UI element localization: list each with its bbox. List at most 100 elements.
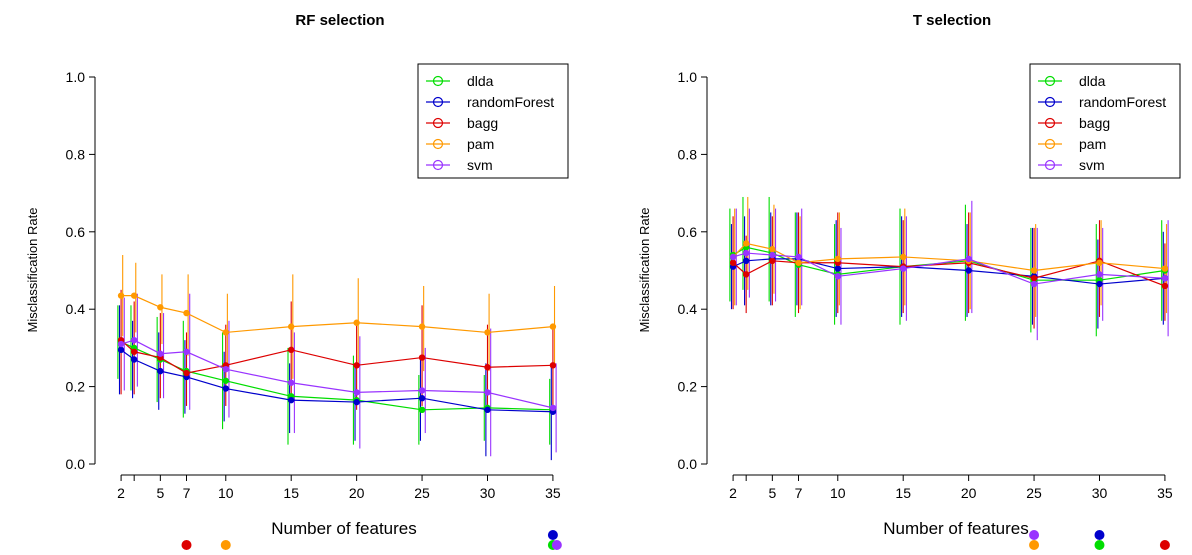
data-point [1096,259,1103,266]
data-point [769,251,776,259]
series-line [732,258,1165,285]
data-point [965,255,972,263]
data-point [418,387,426,394]
legend-label: dlda [467,73,494,89]
data-point [130,348,138,355]
y-tick-label: 0.2 [66,379,86,395]
data-point [1096,271,1103,278]
legend-swatch-marker [1044,117,1056,129]
data-point [418,323,426,330]
y-tick-label: 0.4 [66,301,86,317]
below-axis-marker [1029,540,1040,550]
x-tick-label: 2 [117,485,125,501]
data-point [288,396,295,404]
legend-label: bagg [467,115,498,131]
chart-title: T selection [913,12,991,29]
data-point [769,257,776,265]
data-point [117,346,125,354]
data-point [353,398,360,406]
legend-swatch-marker [1044,75,1056,87]
data-point [183,369,190,377]
y-axis-label: Misclassification Rate [637,208,652,333]
data-point [549,323,557,330]
legend-swatch-marker [1044,96,1056,108]
x-axis-label: Number of features [271,519,417,538]
below-axis-marker [181,540,192,550]
x-tick-label: 7 [183,485,191,501]
x-tick-label: 7 [795,485,803,501]
x-tick-label: 25 [1026,485,1042,501]
data-point [1030,275,1038,282]
data-point [729,253,737,261]
data-point [183,348,190,355]
series-line [120,339,554,409]
y-tick-label: 0.8 [66,146,86,162]
legend-swatch-marker [432,96,444,108]
x-tick-label: 20 [961,485,977,501]
x-tick-label: 15 [895,485,911,501]
data-point [117,340,125,348]
below-axis-marker [1159,540,1170,550]
data-point [834,273,841,280]
data-point [1030,267,1038,274]
data-point [418,354,426,361]
data-point [965,267,972,274]
data-point [418,406,426,414]
data-point [183,309,190,317]
data-point [1161,265,1169,272]
data-point [130,356,138,363]
data-point [900,253,907,261]
y-tick-label: 0.0 [66,456,86,472]
y-tick-label: 0.6 [678,224,698,240]
x-axis-label: Number of features [883,519,1029,538]
data-point [288,323,295,330]
y-tick-label: 0.6 [66,224,86,240]
data-point [484,389,491,396]
x-tick-label: 35 [545,485,561,501]
data-point [484,364,491,371]
plot-area: 0.00.20.40.60.81.02 5 7 10 15 20 25 30 35dldaran… [678,63,1181,550]
data-point [222,385,229,392]
below-axis-marker [220,540,231,550]
legend-swatch-marker [432,75,444,87]
data-point [288,379,295,386]
data-point [222,365,229,373]
data-point [353,389,360,396]
legend-swatch-marker [1044,138,1056,150]
legend-box [1029,63,1181,179]
y-tick-label: 1.0 [66,69,86,85]
data-point [742,240,750,247]
x-tick-label: 10 [830,485,846,501]
series-line [732,252,1165,285]
x-tick-label: 25 [414,485,430,501]
legend-swatch-marker [432,159,444,171]
series-line [732,260,1166,287]
legend-label: svm [467,157,493,173]
legend-label: randomForest [1079,94,1166,110]
data-point [795,253,802,261]
x-tick-label: 10 [218,485,234,501]
series-line [121,295,553,334]
data-point [742,257,750,265]
data-point [549,362,557,369]
data-point [834,255,841,263]
data-point [484,406,491,414]
data-point [130,292,138,299]
y-tick-label: 0.0 [678,456,698,472]
data-point [1161,275,1169,282]
data-point [1096,280,1103,288]
data-point [742,271,750,278]
x-tick-label: 2 [729,485,737,501]
data-point [130,336,138,344]
data-point [900,265,907,272]
chart-title: RF selection [295,12,384,29]
data-point [1030,280,1038,288]
x-tick-label: 30 [480,485,496,501]
data-point [353,319,360,326]
series-line [120,339,553,374]
data-point [222,377,229,384]
y-tick-label: 0.4 [678,301,698,317]
below-axis-marker [551,540,562,550]
legend-label: svm [1079,157,1105,173]
